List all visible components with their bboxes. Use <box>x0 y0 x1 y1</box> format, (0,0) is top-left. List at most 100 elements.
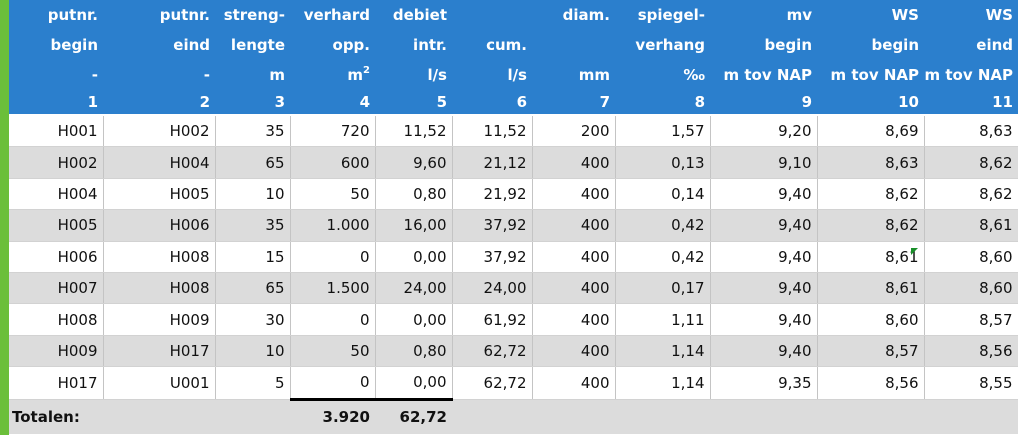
cell-putnr-begin[interactable]: H004 <box>9 178 104 211</box>
cell-mv-begin[interactable]: 9,35 <box>710 366 818 400</box>
header-cell[interactable]: begin <box>9 30 103 60</box>
cell-mv-begin[interactable]: 9,10 <box>710 146 818 179</box>
column-number[interactable]: 5 <box>375 90 452 116</box>
header-cell[interactable]: m tov NAP <box>817 60 924 90</box>
cell-debiet-intr[interactable]: 0,00 <box>375 241 453 273</box>
header-cell-area-unit[interactable]: m2 <box>290 60 375 90</box>
header-cell[interactable]: l/s <box>452 60 532 90</box>
cell-debiet-cum[interactable]: 37,92 <box>452 209 533 242</box>
cell-debiet-intr[interactable]: 0,00 <box>375 366 453 401</box>
header-cell[interactable] <box>452 0 532 30</box>
cell-verhard-opp[interactable]: 0 <box>290 241 376 273</box>
header-cell[interactable]: spiegel- <box>615 0 710 30</box>
cell-spiegelverhang[interactable]: 0,13 <box>615 146 711 179</box>
header-cell[interactable]: intr. <box>375 30 452 60</box>
cell-spiegelverhang[interactable]: 0,42 <box>615 241 711 273</box>
cell-verhard-opp[interactable]: 720 <box>290 115 376 148</box>
cell-debiet-cum[interactable]: 21,12 <box>452 146 533 179</box>
column-number[interactable]: 7 <box>532 90 615 116</box>
cell-mv-begin[interactable]: 9,40 <box>710 241 818 273</box>
cell-strenglengte[interactable]: 10 <box>215 178 291 211</box>
cell-strenglengte[interactable]: 10 <box>215 335 291 368</box>
header-cell[interactable]: lengte <box>215 30 290 60</box>
cell-diameter[interactable]: 400 <box>532 366 616 400</box>
header-cell[interactable]: eind <box>103 30 215 60</box>
cell-debiet-cum[interactable]: 11,52 <box>452 115 533 148</box>
column-number[interactable]: 10 <box>817 90 924 116</box>
column-number[interactable]: 6 <box>452 90 532 116</box>
cell-putnr-eind[interactable]: H006 <box>103 209 216 242</box>
header-cell[interactable]: streng- <box>215 0 290 30</box>
cell-putnr-eind[interactable]: H017 <box>103 335 216 368</box>
cell-putnr-begin[interactable]: H017 <box>9 366 104 400</box>
cell-verhard-opp[interactable]: 0 <box>290 366 376 401</box>
cell-putnr-begin[interactable]: H007 <box>9 272 104 305</box>
cell-diameter[interactable]: 400 <box>532 146 616 179</box>
cell-diameter[interactable]: 200 <box>532 115 616 148</box>
cell-debiet-intr[interactable]: 0,00 <box>375 303 453 336</box>
cell-diameter[interactable]: 400 <box>532 209 616 242</box>
cell-ws-begin[interactable]: 8,69 <box>817 115 925 148</box>
cell-debiet-intr[interactable]: 0,80 <box>375 178 453 211</box>
cell-strenglengte[interactable]: 35 <box>215 115 291 148</box>
header-cell[interactable]: l/s <box>375 60 452 90</box>
column-number[interactable]: 4 <box>290 90 375 116</box>
cell-putnr-eind[interactable]: H005 <box>103 178 216 211</box>
totals-cell[interactable] <box>452 399 532 434</box>
cell-putnr-eind[interactable]: H008 <box>103 241 216 273</box>
cell-ws-eind[interactable]: 8,61 <box>924 209 1018 242</box>
cell-strenglengte[interactable]: 15 <box>215 241 291 273</box>
cell-debiet-cum[interactable]: 37,92 <box>452 241 533 273</box>
cell-ws-eind[interactable]: 8,60 <box>924 241 1018 273</box>
cell-putnr-eind[interactable]: U001 <box>103 366 216 400</box>
cell-ws-eind[interactable]: 8,62 <box>924 146 1018 179</box>
cell-debiet-cum[interactable]: 62,72 <box>452 366 533 400</box>
column-number[interactable]: 8 <box>615 90 710 116</box>
cell-verhard-opp[interactable]: 1.000 <box>290 209 376 242</box>
header-cell[interactable]: opp. <box>290 30 375 60</box>
totals-cell[interactable] <box>817 399 924 434</box>
cell-mv-begin[interactable]: 9,40 <box>710 335 818 368</box>
cell-diameter[interactable]: 400 <box>532 335 616 368</box>
cell-debiet-intr[interactable]: 11,52 <box>375 115 453 148</box>
header-cell[interactable]: eind <box>924 30 1018 60</box>
header-cell[interactable] <box>532 30 615 60</box>
column-number[interactable]: 2 <box>103 90 215 116</box>
cell-putnr-eind[interactable]: H004 <box>103 146 216 179</box>
cell-ws-eind[interactable]: 8,57 <box>924 303 1018 336</box>
cell-spiegelverhang[interactable]: 1,57 <box>615 115 711 148</box>
header-cell[interactable]: WS <box>817 0 924 30</box>
cell-ws-eind[interactable]: 8,60 <box>924 272 1018 305</box>
cell-ws-eind[interactable]: 8,55 <box>924 366 1018 400</box>
cell-spiegelverhang[interactable]: 1,14 <box>615 366 711 400</box>
totals-cell[interactable] <box>615 399 710 434</box>
header-cell[interactable]: putnr. <box>103 0 215 30</box>
cell-debiet-cum[interactable]: 24,00 <box>452 272 533 305</box>
header-cell[interactable]: begin <box>710 30 817 60</box>
cell-debiet-cum[interactable]: 62,72 <box>452 335 533 368</box>
cell-mv-begin[interactable]: 9,20 <box>710 115 818 148</box>
cell-spiegelverhang[interactable]: 1,14 <box>615 335 711 368</box>
cell-putnr-begin[interactable]: H009 <box>9 335 104 368</box>
cell-strenglengte[interactable]: 65 <box>215 146 291 179</box>
total-debiet-intr[interactable]: 62,72 <box>375 399 452 434</box>
header-cell[interactable]: putnr. <box>9 0 103 30</box>
cell-verhard-opp[interactable]: 1.500 <box>290 272 376 305</box>
cell-putnr-begin[interactable]: H005 <box>9 209 104 242</box>
cell-diameter[interactable]: 400 <box>532 241 616 273</box>
cell-mv-begin[interactable]: 9,40 <box>710 303 818 336</box>
cell-spiegelverhang[interactable]: 0,14 <box>615 178 711 211</box>
header-cell[interactable]: ‰ <box>615 60 710 90</box>
cell-putnr-begin[interactable]: H001 <box>9 115 104 148</box>
cell-diameter[interactable]: 400 <box>532 272 616 305</box>
totals-cell[interactable] <box>924 399 1018 434</box>
cell-diameter[interactable]: 400 <box>532 303 616 336</box>
cell-putnr-begin[interactable]: H002 <box>9 146 104 179</box>
column-number[interactable]: 3 <box>215 90 290 116</box>
header-cell[interactable]: mv <box>710 0 817 30</box>
header-cell[interactable]: m tov NAP <box>710 60 817 90</box>
cell-debiet-intr[interactable]: 0,80 <box>375 335 453 368</box>
cell-ws-begin[interactable]: 8,62 <box>817 209 925 242</box>
cell-verhard-opp[interactable]: 50 <box>290 335 376 368</box>
cell-spiegelverhang[interactable]: 0,42 <box>615 209 711 242</box>
